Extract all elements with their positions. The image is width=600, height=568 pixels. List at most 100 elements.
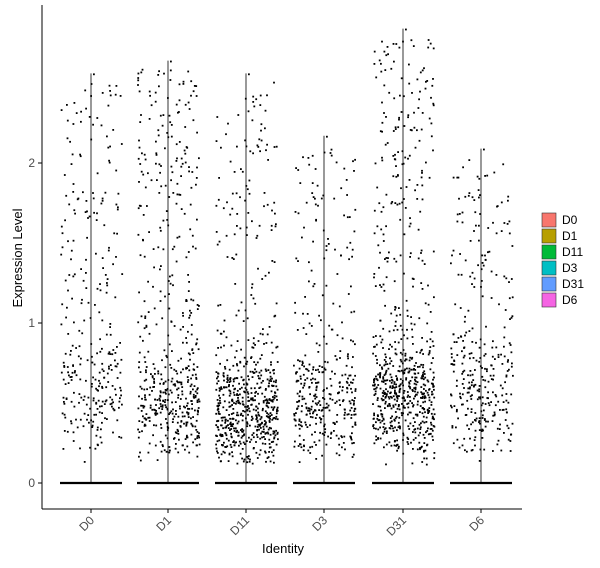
data-point xyxy=(150,179,153,182)
data-point xyxy=(350,285,352,288)
data-point xyxy=(338,391,340,394)
data-point xyxy=(339,404,341,406)
data-point xyxy=(415,351,418,353)
data-point xyxy=(393,97,396,100)
data-point xyxy=(228,368,231,371)
data-point xyxy=(330,432,332,435)
data-point xyxy=(312,285,315,288)
data-point xyxy=(414,388,417,391)
data-point xyxy=(242,410,244,412)
data-point xyxy=(267,385,270,388)
data-point xyxy=(428,176,431,179)
data-point xyxy=(468,159,471,161)
data-point xyxy=(506,370,509,372)
data-point xyxy=(381,156,383,159)
data-point xyxy=(304,402,307,405)
data-point xyxy=(196,131,198,134)
data-point xyxy=(94,447,97,450)
data-point xyxy=(325,284,328,287)
data-point xyxy=(239,393,241,396)
data-point xyxy=(92,397,95,400)
data-point xyxy=(275,443,278,446)
data-point xyxy=(147,350,150,353)
data-point xyxy=(99,382,101,385)
data-point xyxy=(426,391,429,394)
data-point xyxy=(377,373,379,376)
data-point xyxy=(232,384,234,387)
data-point xyxy=(248,179,251,182)
data-point xyxy=(269,433,272,436)
data-point xyxy=(416,198,419,200)
data-point xyxy=(263,436,265,438)
data-point xyxy=(392,130,395,132)
data-point xyxy=(259,94,262,97)
data-point xyxy=(218,413,221,415)
data-point xyxy=(82,425,85,428)
data-point xyxy=(389,357,391,360)
data-point xyxy=(494,404,497,407)
data-point xyxy=(351,442,354,445)
data-point xyxy=(385,276,388,279)
data-point xyxy=(173,325,176,327)
data-point xyxy=(228,384,230,386)
data-point xyxy=(459,397,462,400)
data-point xyxy=(490,378,493,380)
data-point xyxy=(192,119,195,122)
data-point xyxy=(270,341,273,344)
data-point xyxy=(175,260,178,263)
data-point xyxy=(266,457,269,459)
data-point xyxy=(144,417,146,420)
data-point xyxy=(421,348,423,351)
data-point xyxy=(478,239,480,242)
data-point xyxy=(215,140,218,142)
data-point xyxy=(416,381,419,383)
data-point xyxy=(392,365,395,367)
data-point xyxy=(510,393,513,396)
data-point xyxy=(215,443,217,446)
data-point xyxy=(119,342,121,344)
data-point xyxy=(184,438,187,440)
data-point xyxy=(186,445,189,448)
data-point xyxy=(390,376,393,379)
data-point xyxy=(328,409,331,412)
data-point xyxy=(433,457,436,460)
data-point xyxy=(311,192,314,194)
data-point xyxy=(392,395,395,398)
data-point xyxy=(470,423,472,426)
data-point xyxy=(239,402,242,405)
data-point xyxy=(175,160,178,162)
data-point xyxy=(374,383,376,386)
data-point xyxy=(301,364,304,366)
data-point xyxy=(493,414,496,417)
data-point xyxy=(474,444,476,447)
data-point xyxy=(390,424,392,427)
data-point xyxy=(390,202,393,205)
data-point xyxy=(374,390,377,393)
data-point xyxy=(92,192,94,194)
data-point xyxy=(179,405,181,408)
data-point xyxy=(414,378,416,381)
data-point xyxy=(353,402,355,405)
data-point xyxy=(396,379,399,381)
data-point xyxy=(165,418,167,420)
data-point xyxy=(314,409,316,411)
data-point xyxy=(106,282,108,284)
data-point xyxy=(473,199,476,201)
data-point xyxy=(154,373,156,375)
data-point xyxy=(232,378,235,381)
data-point xyxy=(309,452,312,454)
data-point xyxy=(183,212,186,215)
data-point xyxy=(377,405,380,408)
data-point xyxy=(233,171,236,173)
data-point xyxy=(77,355,80,358)
data-point xyxy=(191,403,193,405)
data-point xyxy=(196,387,199,390)
data-point xyxy=(258,414,261,417)
data-point xyxy=(64,416,67,419)
data-point xyxy=(75,374,78,377)
data-point xyxy=(315,422,317,425)
data-point xyxy=(309,416,312,418)
data-point xyxy=(93,413,96,416)
data-point xyxy=(346,382,349,384)
data-point xyxy=(461,393,464,396)
